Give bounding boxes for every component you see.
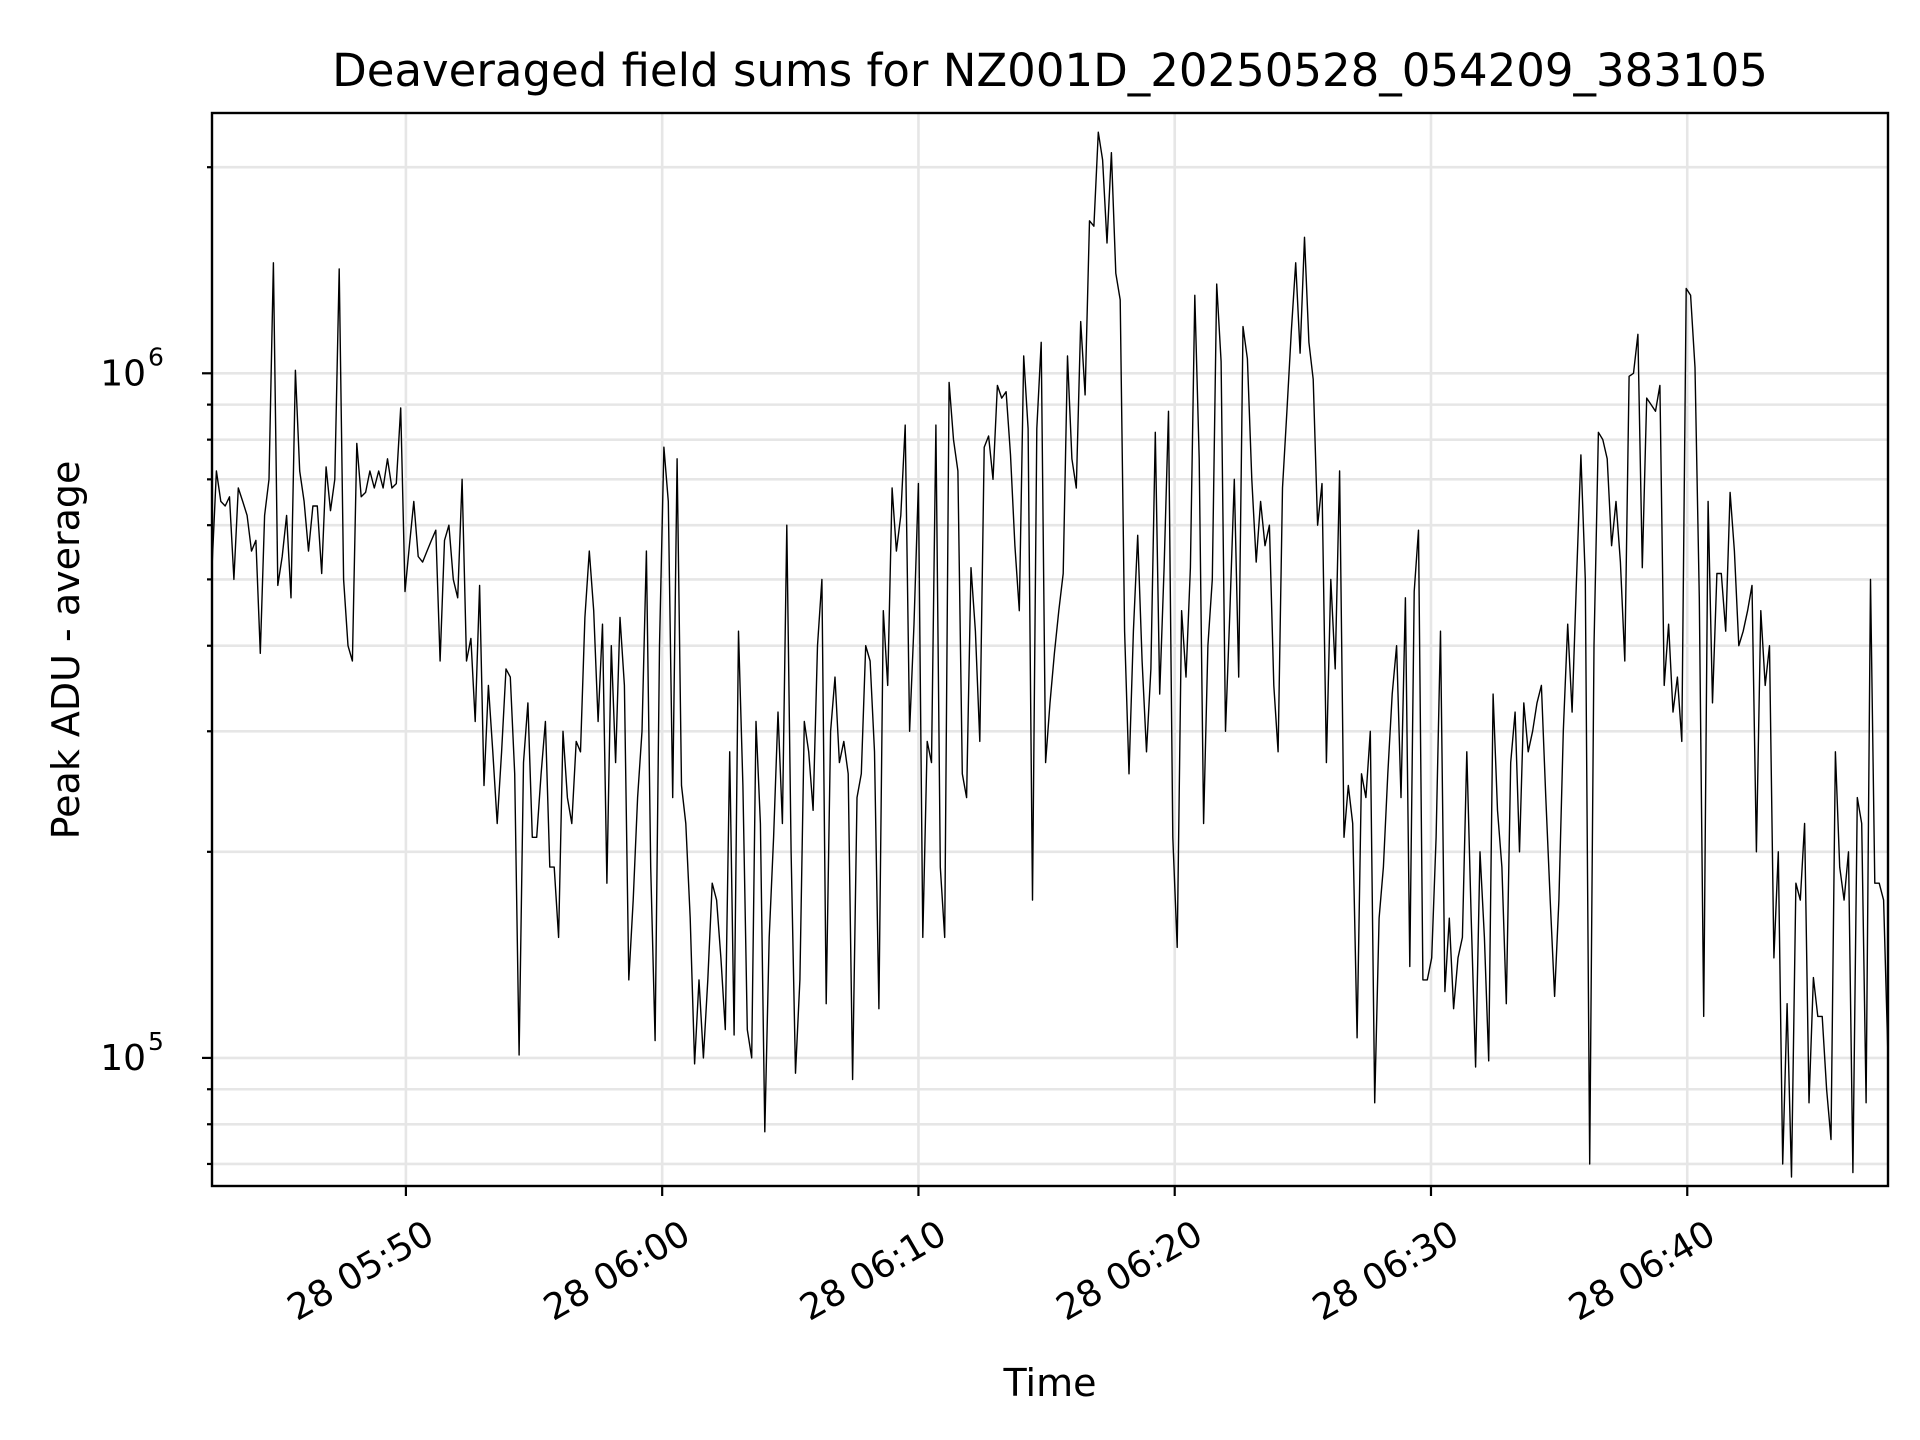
plot-frame: [210, 111, 1890, 1188]
y-tick-label-exponent: 5: [148, 1027, 164, 1056]
data-series-line: [211, 131, 1889, 1178]
chart-title: Deaveraged field sums for NZ001D_2025052…: [332, 44, 1768, 97]
x-axis-label: Time: [1003, 1361, 1097, 1405]
y-tick-label: 10: [100, 353, 146, 394]
y-axis-label: Peak ADU - average: [44, 461, 88, 840]
series-layer: [211, 131, 1889, 1178]
y-tick-label: 10: [100, 1038, 146, 1079]
y-tick-label-exponent: 6: [148, 342, 164, 371]
